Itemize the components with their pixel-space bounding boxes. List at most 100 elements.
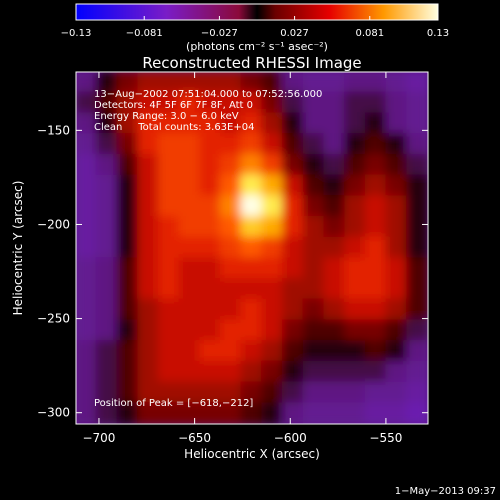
heatmap-cell: [282, 298, 305, 322]
heatmap-cell: [323, 381, 347, 405]
heatmap-cell: [344, 298, 367, 322]
heatmap-cell: [137, 381, 160, 405]
heatmap-cell: [199, 298, 222, 322]
heatmap-cell: [199, 91, 222, 115]
heatmap-cell: [116, 133, 140, 156]
heatmap-cell: [406, 402, 428, 424]
heatmap-cell: [178, 319, 202, 343]
heatmap-cell: [219, 340, 243, 363]
heatmap-cell: [178, 236, 202, 260]
heatmap-cell: [364, 340, 388, 363]
heatmap-cell: [282, 278, 305, 301]
heatmap-cell: [364, 133, 388, 156]
heatmap-cell: [364, 402, 388, 424]
heatmap-cell: [282, 195, 305, 218]
heatmap-cell: [157, 153, 181, 177]
heatmap-cell: [302, 298, 326, 322]
heatmap-cell: [240, 360, 264, 384]
heatmap-cell: [137, 72, 160, 94]
heatmap-cell: [116, 236, 140, 260]
heatmap-cell: [137, 360, 160, 384]
heatmap-cell: [137, 174, 160, 198]
heatmap-cell: [364, 360, 388, 384]
heatmap-cell: [95, 72, 119, 94]
heatmap-cell: [157, 215, 181, 239]
heatmap-cell: [261, 278, 285, 301]
heatmap-cell: [344, 236, 367, 260]
heatmap-cell: [406, 381, 428, 405]
heatmap-cell: [240, 298, 264, 322]
heatmap-cell: [157, 91, 181, 115]
heatmap-cell: [282, 215, 305, 239]
heatmap-cell: [178, 195, 202, 218]
heatmap-cell: [323, 174, 347, 198]
heatmap-cell: [137, 112, 160, 136]
heatmap-cell: [219, 133, 243, 156]
heatmap-cell: [344, 195, 367, 218]
heatmap-cell: [199, 319, 222, 343]
heatmap-cell: [199, 257, 222, 281]
heatmap-cell: [219, 72, 243, 94]
heatmap-cell: [240, 72, 264, 94]
heatmap-cell: [385, 153, 409, 177]
colorbar-gradient: [75, 3, 439, 21]
heatmap-cells: [76, 72, 428, 424]
heatmap-cell: [178, 215, 202, 239]
heatmap-cell: [240, 278, 264, 301]
heatmap-cell: [240, 257, 264, 281]
plot-frame: [75, 71, 429, 425]
y-tick-label: −200: [37, 217, 70, 231]
heatmap-cell: [76, 257, 98, 281]
heatmap-cell: [364, 195, 388, 218]
heatmap-cell: [137, 236, 160, 260]
info-line-energy: Energy Range: 3.0 − 6.0 keV: [94, 111, 239, 122]
heatmap-cell: [116, 174, 140, 198]
heatmap-cell: [261, 340, 285, 363]
heatmap-cell: [240, 215, 264, 239]
heatmap-cell: [364, 381, 388, 405]
heatmap-cell: [157, 174, 181, 198]
heatmap-cell: [385, 319, 409, 343]
heatmap-cell: [116, 319, 140, 343]
heatmap-cell: [199, 340, 222, 363]
heatmap-cell: [199, 236, 222, 260]
heatmap-cell: [302, 402, 326, 424]
heatmap-cell: [178, 174, 202, 198]
heatmap-cell: [406, 174, 428, 198]
heatmap-cell: [116, 72, 140, 94]
info-line-time: 13−Aug−2002 07:51:04.000 to 07:52:56.000: [94, 89, 322, 100]
heatmap-cell: [406, 236, 428, 260]
heatmap-cell: [282, 112, 305, 136]
heatmap-cell: [261, 360, 285, 384]
heatmap-cell: [137, 278, 160, 301]
info-line-detectors: Detectors: 4F 5F 6F 7F 8F, Att 0: [94, 100, 253, 111]
heatmap-cell: [323, 319, 347, 343]
heatmap-cell: [76, 215, 98, 239]
heatmap-cell: [302, 133, 326, 156]
heatmap-cell: [364, 153, 388, 177]
colorbar-tick-label: 0.13: [427, 28, 449, 39]
heatmap-cell: [344, 133, 367, 156]
y-tick-label: −300: [37, 406, 70, 420]
heatmap-cell: [95, 402, 119, 424]
chart-title: Reconstructed RHESSI Image: [142, 54, 361, 72]
heatmap-cell: [116, 278, 140, 301]
heatmap-cell: [137, 257, 160, 281]
heatmap-cell: [219, 381, 243, 405]
heatmap-cell: [157, 133, 181, 156]
y-tick-label: −150: [37, 123, 70, 137]
heatmap-cell: [385, 91, 409, 115]
heatmap-cell: [282, 340, 305, 363]
heatmap-cell: [178, 153, 202, 177]
heatmap-cell: [302, 319, 326, 343]
heatmap-cell: [240, 340, 264, 363]
heatmap-cell: [261, 319, 285, 343]
heatmap-cell: [385, 72, 409, 94]
x-tick-label: −600: [274, 431, 307, 445]
heatmap-cell: [95, 257, 119, 281]
heatmap-cell: [261, 153, 285, 177]
heatmap-cell: [95, 215, 119, 239]
heatmap-cell: [302, 174, 326, 198]
heatmap-cell: [344, 72, 367, 94]
heatmap-cell: [344, 381, 367, 405]
